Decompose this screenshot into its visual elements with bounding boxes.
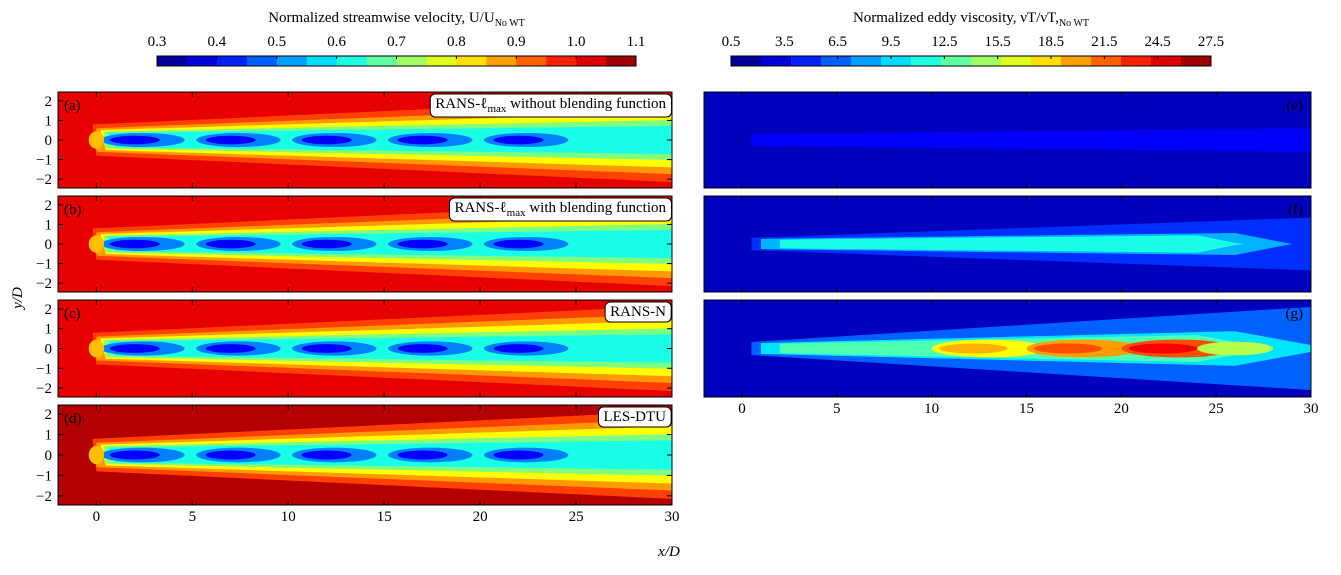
panel-title-text: RANS-ℓ	[454, 200, 506, 216]
colorbar-tick-label: 0.6	[327, 34, 346, 50]
panel-title: RANS-ℓmax with blending function	[454, 200, 666, 219]
contour-field	[704, 300, 1311, 397]
x-tick-label: 10	[924, 401, 939, 417]
colorbar-tick-label: 0.5	[722, 34, 741, 50]
colorbar-tick-label: 27.5	[1198, 34, 1224, 50]
panel-label: (c)	[64, 306, 81, 322]
panel-label: (d)	[64, 411, 82, 427]
colorbar-tick-label: 0.3	[148, 34, 167, 50]
panel-frame	[703, 299, 1312, 398]
panel-frame	[703, 195, 1312, 293]
y-axis-label: y/D	[10, 287, 26, 311]
colorbar-tick-label: 0.8	[447, 34, 466, 50]
colorbar-title-text: Normalized eddy viscosity, νT/νT,	[853, 10, 1059, 26]
x-tick-label: 5	[189, 509, 197, 525]
panel-title-text: RANS-ℓ	[435, 96, 487, 112]
colorbar-title-sub: No WT	[1059, 18, 1089, 29]
panel-label: (g)	[1286, 306, 1304, 322]
panel-title-box	[448, 197, 672, 222]
colorbar-tick-label: 0.7	[387, 34, 406, 50]
y-tick-label: 0	[45, 342, 53, 358]
y-tick-label: 0	[45, 133, 53, 149]
y-tick-label: 1	[45, 428, 53, 444]
panel-label: (a)	[64, 98, 81, 114]
y-tick-label: 1	[45, 113, 53, 129]
y-tick-label: 2	[45, 198, 53, 214]
x-tick-label: 10	[281, 509, 296, 525]
panel-title: RANS-ℓmax without blending function	[435, 96, 666, 115]
y-tick-label: 2	[45, 302, 53, 318]
y-tick-label: 2	[45, 94, 53, 110]
x-tick-label: 25	[569, 509, 584, 525]
x-tick-label: 20	[473, 509, 488, 525]
x-axis-label: x/D	[657, 544, 680, 560]
colorbar-tick-label: 12.5	[931, 34, 957, 50]
colorbar-frame	[730, 55, 1212, 67]
y-tick-label: −1	[36, 257, 52, 273]
x-tick-label: 0	[93, 509, 101, 525]
panel-title-sub: max	[487, 103, 506, 115]
colorbar-title: Normalized streamwise velocity, U/UNo WT	[268, 10, 525, 29]
contour-field	[704, 196, 1311, 292]
x-tick-label: 5	[833, 401, 841, 417]
panel-title-text: RANS-N	[610, 304, 666, 320]
colorbar-title-sub: No WT	[495, 18, 525, 29]
y-tick-label: −2	[36, 172, 52, 188]
panel-title-text: LES-DTU	[604, 409, 667, 425]
panel-title-box	[598, 406, 672, 428]
panel-label: (e)	[1286, 98, 1303, 114]
colorbar-tick-label: 0.4	[208, 34, 227, 50]
contour-field	[58, 196, 672, 292]
panel-title-sub: max	[507, 207, 526, 219]
panel-label: (b)	[64, 202, 82, 218]
contour-field	[58, 92, 672, 188]
x-tick-label: 20	[1114, 401, 1129, 417]
y-tick-label: −1	[36, 361, 52, 377]
y-tick-label: −1	[36, 468, 52, 484]
panel-label: (f)	[1288, 202, 1303, 218]
x-tick-label: 30	[665, 509, 680, 525]
colorbar-tick-label: 0.9	[507, 34, 526, 50]
colorbar-tick-label: 1.0	[567, 34, 586, 50]
colorbar-tick-label: 3.5	[775, 34, 794, 50]
panel-title: RANS-N	[610, 304, 666, 320]
x-tick-label: 15	[1019, 401, 1034, 417]
panel-title-box	[429, 93, 672, 118]
y-tick-label: 0	[45, 448, 53, 464]
x-tick-label: 0	[738, 401, 746, 417]
y-tick-label: 2	[45, 407, 53, 423]
y-tick-label: −1	[36, 153, 52, 169]
panel-title-tail: with blending function	[526, 200, 667, 216]
colorbar-tick-label: 1.1	[627, 34, 646, 50]
colorbar-tick-label: 24.5	[1145, 34, 1171, 50]
colorbar-tick-label: 18.5	[1038, 34, 1064, 50]
y-tick-label: 1	[45, 322, 53, 338]
colorbar-tick-label: 9.5	[882, 34, 901, 50]
x-tick-label: 30	[1304, 401, 1319, 417]
x-tick-label: 15	[377, 509, 392, 525]
x-tick-label: 25	[1209, 401, 1224, 417]
contour-field	[704, 92, 1311, 188]
colorbar-title: Normalized eddy viscosity, νT/νT,No WT	[853, 10, 1089, 29]
colorbar-tick-label: 0.5	[267, 34, 286, 50]
colorbar-tick-label: 15.5	[985, 34, 1011, 50]
y-tick-label: 1	[45, 217, 53, 233]
y-tick-label: −2	[36, 489, 52, 505]
y-tick-label: −2	[36, 381, 52, 397]
colorbar-tick-label: 21.5	[1091, 34, 1117, 50]
y-tick-label: 0	[45, 237, 53, 253]
colorbar-title-text: Normalized streamwise velocity, U/U	[268, 10, 495, 26]
contour-field	[58, 405, 672, 505]
panel-title: LES-DTU	[604, 409, 667, 425]
panel-title-box	[604, 301, 672, 323]
panel-frame	[703, 91, 1312, 189]
colorbar-tick-label: 6.5	[828, 34, 847, 50]
panel-title-tail: without blending function	[506, 96, 666, 112]
contour-field	[58, 300, 672, 397]
y-tick-label: −2	[36, 276, 52, 292]
